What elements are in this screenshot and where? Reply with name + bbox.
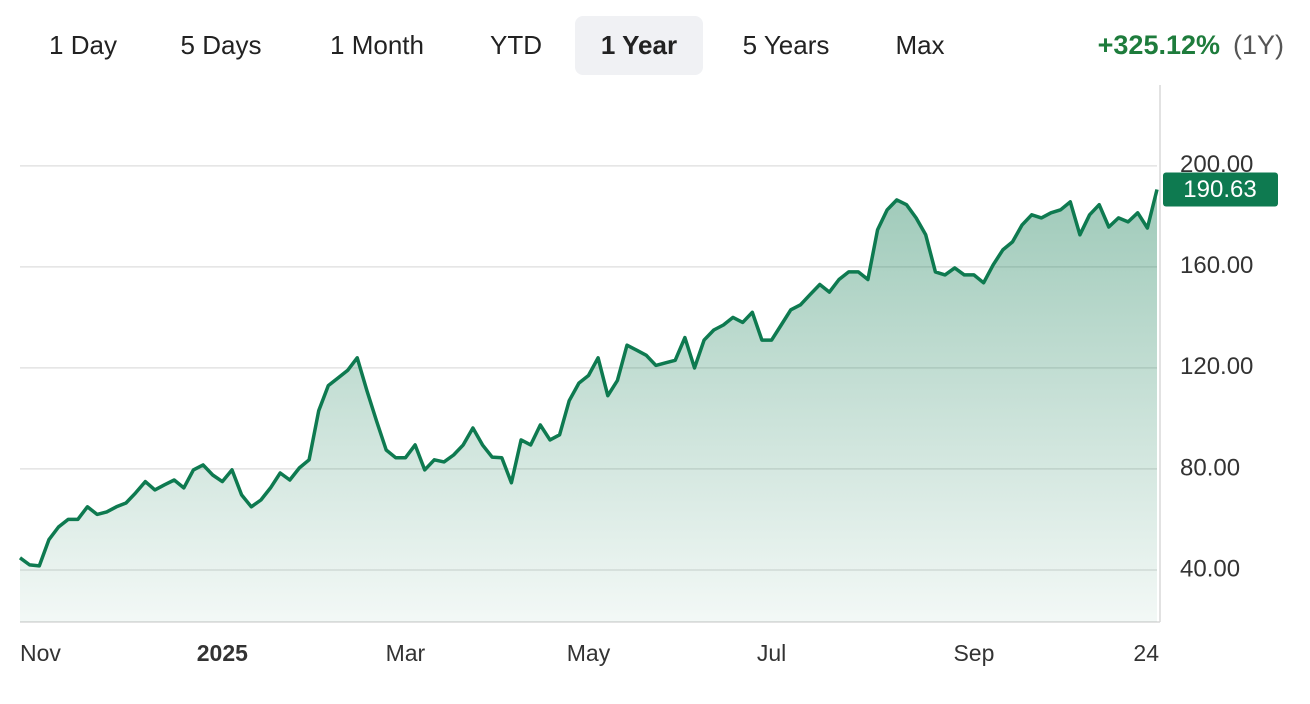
x-tick-label: 24 xyxy=(1133,640,1159,666)
y-tick-label: 40.00 xyxy=(1180,555,1240,582)
price-line xyxy=(18,189,1159,568)
x-tick-label: Mar xyxy=(386,640,426,666)
y-tick-label: 80.00 xyxy=(1180,454,1240,481)
range-tab[interactable]: 5 Days xyxy=(181,30,262,60)
tab-selected-bg xyxy=(575,16,703,75)
x-tick-label: Jul xyxy=(757,640,786,666)
change-period: (1Y) xyxy=(1233,30,1284,60)
x-tick-label: Nov xyxy=(20,640,61,666)
x-tick-label: 2025 xyxy=(197,640,248,666)
last-price-label: 190.63 xyxy=(1183,176,1256,203)
range-tab[interactable]: 1 Day xyxy=(49,30,117,60)
y-tick-label: 120.00 xyxy=(1180,353,1253,380)
range-tab[interactable]: 1 Year xyxy=(601,30,677,60)
y-tick-label: 160.00 xyxy=(1180,252,1253,279)
range-tab[interactable]: YTD xyxy=(490,30,542,60)
area-fill xyxy=(20,189,1157,622)
range-tab[interactable]: Max xyxy=(895,30,944,60)
range-tab[interactable]: 5 Years xyxy=(743,30,830,60)
x-tick-label: Sep xyxy=(953,640,994,666)
range-tab[interactable]: 1 Month xyxy=(330,30,424,60)
last-price-bg xyxy=(1163,172,1278,207)
change: +325.12% xyxy=(1098,30,1220,60)
x-tick-label: May xyxy=(567,640,611,666)
